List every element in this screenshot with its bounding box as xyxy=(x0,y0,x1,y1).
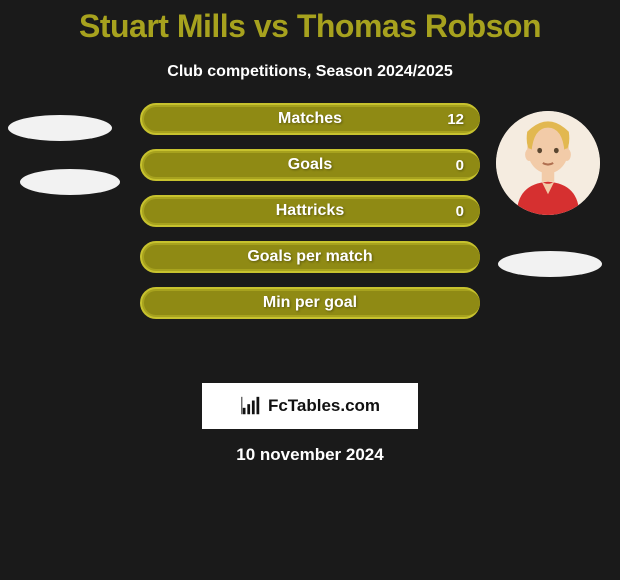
subtitle: Club competitions, Season 2024/2025 xyxy=(0,63,620,81)
page-title: Stuart Mills vs Thomas Robson xyxy=(0,0,620,45)
stat-label: Goals xyxy=(288,156,332,174)
compare-panel: Matches 12 Goals 0 Hattricks 0 Goals per… xyxy=(0,117,620,377)
player2-avatar xyxy=(496,111,600,215)
snapshot-date: 10 november 2024 xyxy=(0,445,620,465)
stats-bars: Matches 12 Goals 0 Hattricks 0 Goals per… xyxy=(140,103,480,333)
stat-row-goals: Goals 0 xyxy=(140,149,480,181)
player2-shadow xyxy=(498,251,602,277)
stat-value-right: 0 xyxy=(456,157,464,174)
stat-value-right: 0 xyxy=(456,203,464,220)
source-logo: FcTables.com xyxy=(202,383,418,429)
logo-text: FcTables.com xyxy=(268,396,380,416)
stat-value-right: 12 xyxy=(447,111,464,128)
person-icon xyxy=(496,111,600,215)
barchart-icon xyxy=(240,395,262,417)
stat-label: Min per goal xyxy=(263,294,357,312)
player1-shadow-1 xyxy=(8,115,112,141)
stat-row-matches: Matches 12 xyxy=(140,103,480,135)
player1-shadow-2 xyxy=(20,169,120,195)
stat-row-min-per-goal: Min per goal xyxy=(140,287,480,319)
stat-row-hattricks: Hattricks 0 xyxy=(140,195,480,227)
stat-label: Goals per match xyxy=(247,248,372,266)
stat-label: Hattricks xyxy=(276,202,344,220)
stat-label: Matches xyxy=(278,110,342,128)
stat-row-goals-per-match: Goals per match xyxy=(140,241,480,273)
